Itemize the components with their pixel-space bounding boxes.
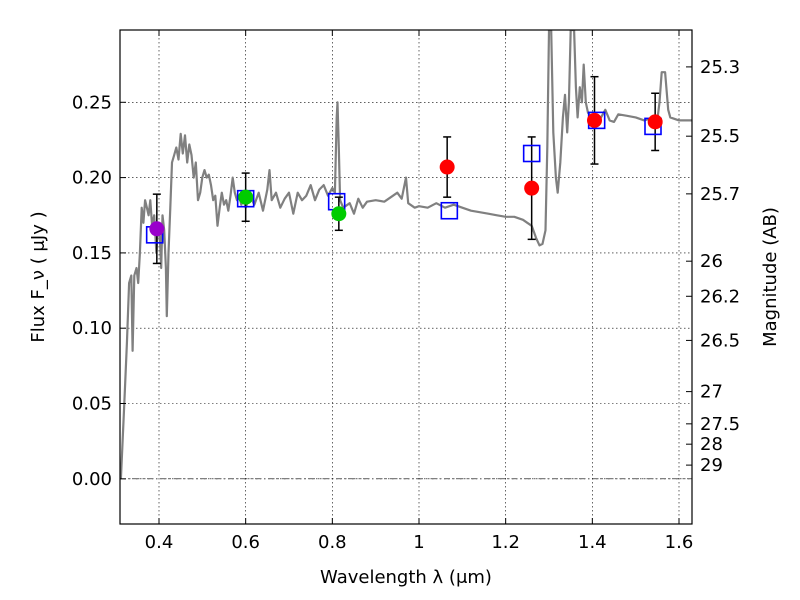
template-spectrum-line: [120, 30, 692, 479]
observed-point-circle: [587, 112, 602, 128]
right-tick-label: 25.5: [700, 126, 740, 147]
right-tick-label: 25.3: [700, 57, 740, 78]
x-tick-label: 0.8: [318, 532, 347, 553]
error-bars-group: [152, 75, 660, 265]
y-tick-label: 0.00: [72, 469, 112, 490]
y-tick-labels: 0.00 0.05 0.10 0.15 0.20 0.25: [72, 92, 112, 490]
y-tick-label: 0.10: [72, 318, 112, 339]
observed-point-circle: [647, 114, 663, 130]
x-tick-label: 1.4: [578, 532, 607, 553]
grid-lines: [120, 30, 692, 524]
right-tick-label: 29: [700, 455, 723, 476]
right-tick-label: 26.5: [700, 330, 740, 351]
observed-point-circle: [331, 206, 347, 222]
observed-point-circle: [149, 221, 165, 237]
right-tick-label: 26: [700, 251, 723, 272]
y-tick-label: 0.15: [72, 243, 112, 264]
model-points-group: [145, 111, 662, 244]
right-tick-label: 27: [700, 382, 723, 403]
y-tick-label: 0.25: [72, 92, 112, 113]
y-tick-label: 0.20: [72, 168, 112, 189]
model-point-square: [440, 201, 459, 220]
model-point-square: [522, 144, 541, 163]
right-tick-label: 25.7: [700, 184, 740, 205]
x-tick-labels: 0.4 0.6 0.8 1 1.2 1.4 1.6: [145, 532, 694, 553]
x-tick-label: 1: [413, 532, 424, 553]
y-tick-label: 0.05: [72, 394, 112, 415]
right-tick-label: 28: [700, 434, 723, 455]
observed-point-circle: [524, 180, 540, 196]
observed-points-group: [149, 112, 663, 237]
x-tick-label: 0.4: [145, 532, 174, 553]
template-spectrum-group: [120, 30, 692, 479]
x-axis-title: Wavelength λ (μm): [320, 567, 492, 588]
right-tick-label: 27.5: [700, 414, 740, 435]
x-tick-label: 1.2: [491, 532, 520, 553]
right-axis-title: Magnitude (AB): [760, 207, 781, 347]
observed-point-circle: [439, 159, 455, 175]
y-axis-title: Flux F_ν ( μJy ): [28, 211, 49, 342]
plot-frame: [119, 29, 693, 525]
right-tick-label: 26.2: [700, 286, 740, 307]
observed-point-circle: [238, 189, 254, 205]
x-tick-label: 0.6: [231, 532, 260, 553]
axis-ticks: [120, 30, 692, 524]
x-tick-label: 1.6: [665, 532, 694, 553]
